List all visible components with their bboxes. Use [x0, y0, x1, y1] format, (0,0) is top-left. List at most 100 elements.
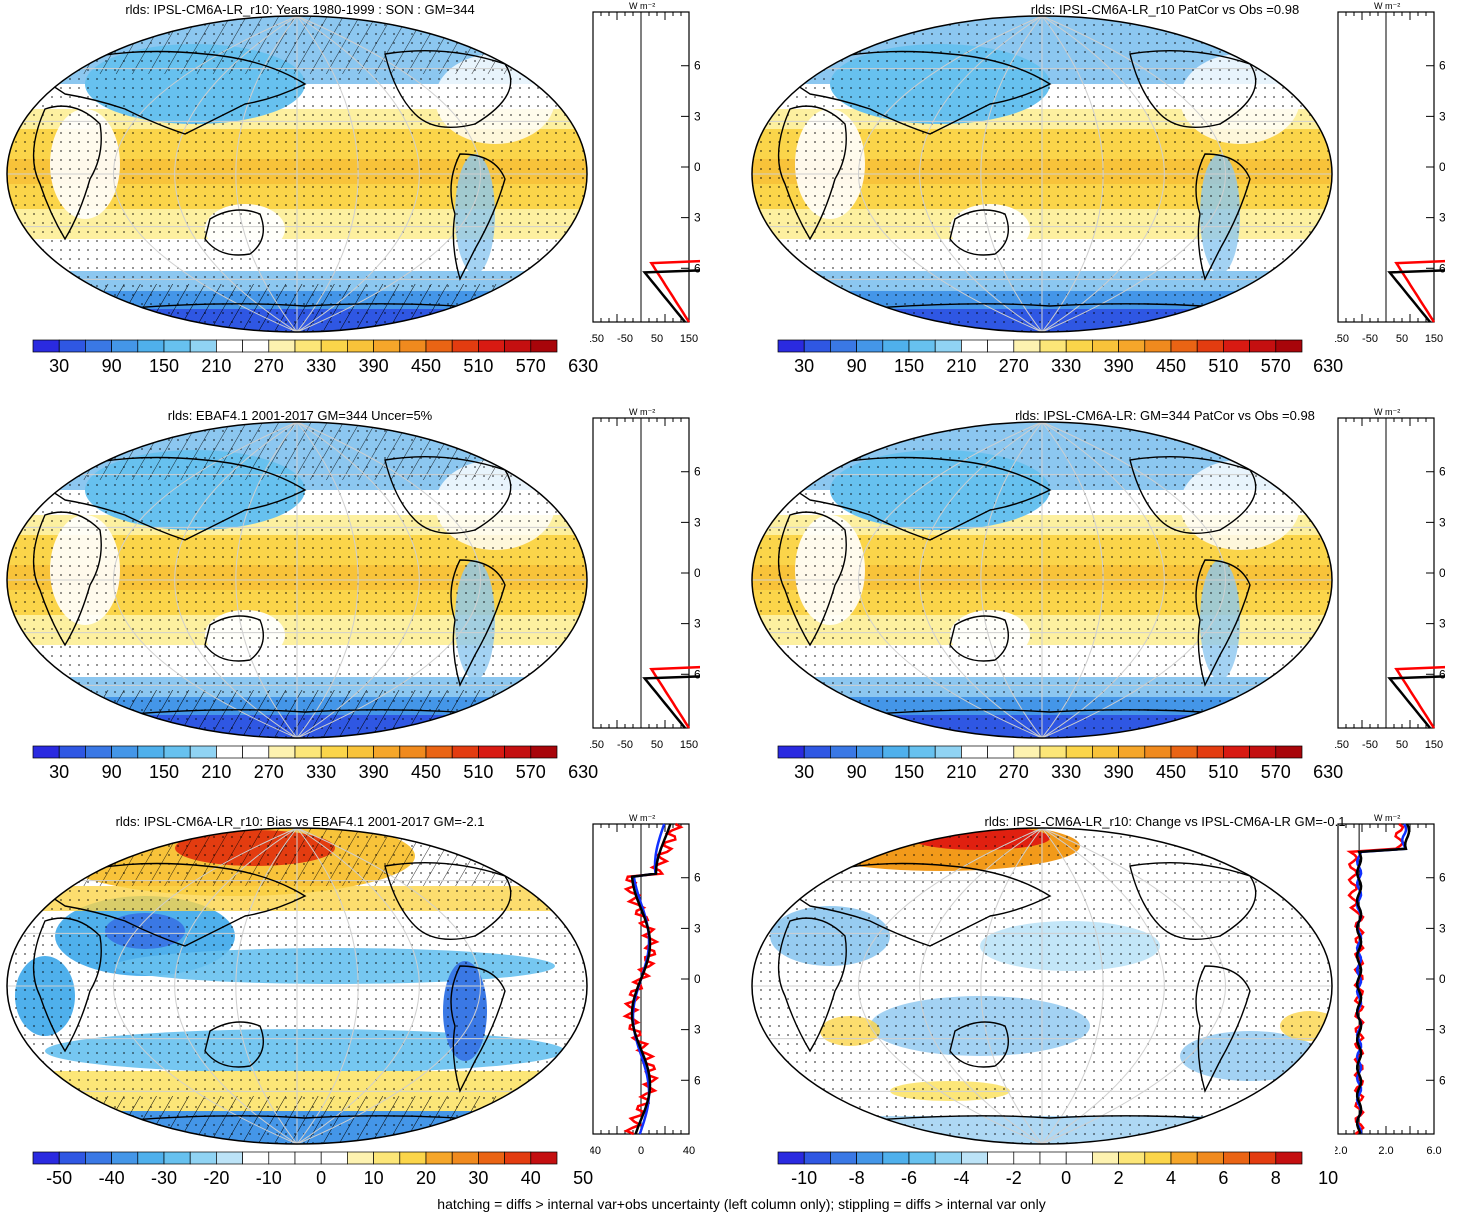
colorbar-tick-label: 450	[410, 762, 442, 782]
colorbar-swatch	[803, 339, 831, 353]
zonal-lat-label: 0	[694, 566, 700, 580]
colorbar-swatch	[504, 1151, 532, 1165]
colorbar-tick-label: -20	[203, 1168, 230, 1188]
colorbar-swatch	[137, 745, 165, 759]
colorbar-swatch	[882, 745, 910, 759]
zonal-mean-plot: 60N 30N 0 30S 60S W m⁻² -2.0 2.0 6.0	[1329, 812, 1462, 1167]
colorbar-swatch	[111, 745, 139, 759]
colorbar: 30 90 150 210 270 330 390 450 510 570 630	[30, 744, 598, 782]
colorbar: 30 90 150 210 270 330 390 450 510 570 630	[30, 338, 598, 376]
zonal-lat-label: 30N	[1439, 109, 1445, 123]
zonal-unit-label: W m⁻²	[629, 1, 655, 11]
colorbar-tick-label: 270	[253, 356, 284, 376]
colorbar-swatch	[961, 1151, 988, 1165]
colorbar-swatch	[163, 1151, 191, 1165]
colorbar-swatch	[163, 339, 191, 353]
zonal-x-tick-label: 50	[651, 739, 663, 751]
colorbar-swatch	[58, 339, 86, 353]
colorbar-tick-label: 270	[998, 356, 1029, 376]
zonal-unit-label: W m⁻²	[629, 407, 655, 417]
zonal-lat-label: 0	[1439, 160, 1445, 174]
colorbar-swatch	[830, 745, 857, 759]
zonal-x-tick-label: 150	[1425, 333, 1443, 345]
colorbar-swatch	[1170, 339, 1198, 353]
colorbar-swatch	[189, 339, 217, 353]
zonal-series-line	[1387, 418, 1476, 729]
panel-title: rlds: IPSL-CM6A-LR_r10 PatCor vs Obs =0.…	[1030, 2, 1300, 17]
zonal-lat-label: 30S	[694, 617, 700, 631]
colorbar-swatch	[803, 1151, 831, 1165]
colorbar-swatch	[934, 339, 962, 353]
zonal-x-tick-label: -50	[1362, 739, 1378, 751]
colorbar-swatch	[242, 339, 270, 353]
colorbar-swatch	[530, 339, 558, 353]
colorbar-tick-label: -40	[98, 1168, 125, 1188]
zonal-lat-label: 30N	[694, 515, 700, 529]
zonal-x-tick-label: -50	[617, 333, 633, 345]
colorbar-tick-label: 390	[358, 762, 389, 782]
colorbar-tick-label: 10	[1318, 1168, 1339, 1188]
zonal-series-line	[622, 822, 684, 1136]
colorbar: -10 -8 -6 -4 -2 0 2 4 6 8 10	[775, 1150, 1338, 1188]
colorbar-swatch	[373, 339, 401, 353]
colorbar-tick-label: 330	[306, 356, 337, 376]
panel-title: rlds: IPSL-CM6A-LR_r10: Change vs IPSL-C…	[984, 814, 1346, 829]
colorbar-swatch	[320, 745, 348, 759]
colorbar-tick-label: -2	[1005, 1168, 1022, 1188]
colorbar-swatch	[32, 745, 60, 759]
colorbar-tick-label: 510	[463, 762, 494, 782]
zonal-mean-plot: 60N 30N 0 30S 60S W m⁻² -40 0 40	[585, 812, 716, 1167]
colorbar-swatch	[908, 745, 936, 759]
colorbar-swatch	[803, 745, 831, 759]
colorbar-tick-label: 630	[568, 356, 599, 376]
colorbar-swatch	[111, 339, 139, 353]
colorbar-swatch	[189, 1151, 217, 1165]
colorbar-tick-label: 210	[946, 356, 977, 376]
colorbar-swatch	[934, 1151, 962, 1165]
zonal-x-tick-label: 150	[680, 333, 698, 345]
zonal-unit-label: W m⁻²	[1374, 407, 1400, 417]
colorbar-swatch	[347, 745, 374, 759]
colorbar-tick-label: 510	[1208, 762, 1239, 782]
colorbar-tick-label: 390	[1103, 356, 1134, 376]
colorbar-swatch	[1144, 339, 1172, 353]
colorbar-tick-label: 450	[1155, 762, 1187, 782]
colorbar-swatch	[32, 1151, 60, 1165]
zonal-series-line	[649, 418, 731, 729]
colorbar-tick-label: 90	[846, 762, 867, 782]
colorbar-swatch	[320, 1151, 348, 1165]
zonal-lat-label: 0	[694, 972, 700, 986]
colorbar-tick-label: 30	[49, 356, 70, 376]
colorbar: -50 -40 -30 -20 -10 0 10 20 30 40 50	[30, 1150, 593, 1188]
zonal-x-tick-label: 150	[680, 739, 698, 751]
colorbar-swatch	[58, 1151, 86, 1165]
colorbar-tick-label: 50	[573, 1168, 594, 1188]
colorbar-swatch	[451, 745, 479, 759]
colorbar-tick-label: 270	[998, 762, 1029, 782]
world-map	[5, 826, 589, 1151]
zonal-lat-label: 60S	[694, 1073, 700, 1087]
colorbar-swatch	[856, 745, 884, 759]
colorbar-swatch	[268, 745, 296, 759]
colorbar-swatch	[987, 745, 1015, 759]
colorbar-swatch	[1039, 1151, 1067, 1165]
colorbar-swatch	[882, 339, 910, 353]
zonal-x-tick-label: 6.0	[1426, 1145, 1441, 1157]
colorbar-swatch	[451, 1151, 479, 1165]
colorbar-swatch	[242, 1151, 270, 1165]
zonal-lat-label: 30N	[694, 109, 700, 123]
colorbar-tick-label: 40	[520, 1168, 541, 1188]
colorbar-swatch	[85, 745, 112, 759]
zonal-lat-label: 60S	[694, 667, 700, 681]
colorbar-swatch	[1013, 745, 1041, 759]
map-panel-p6: rlds: IPSL-CM6A-LR_r10: Change vs IPSL-C…	[745, 812, 1483, 1212]
colorbar-swatch	[111, 1151, 139, 1165]
panel-title: rlds: IPSL-CM6A-LR_r10: Bias vs EBAF4.1 …	[115, 814, 485, 829]
colorbar-swatch	[1118, 339, 1146, 353]
world-map	[750, 420, 1334, 745]
zonal-lat-label: 30S	[1439, 1023, 1445, 1037]
zonal-lat-label: 60S	[1439, 261, 1445, 275]
zonal-x-tick-label: -150	[1335, 739, 1349, 751]
colorbar-swatch	[1249, 1151, 1277, 1165]
colorbar-swatch	[1092, 1151, 1119, 1165]
